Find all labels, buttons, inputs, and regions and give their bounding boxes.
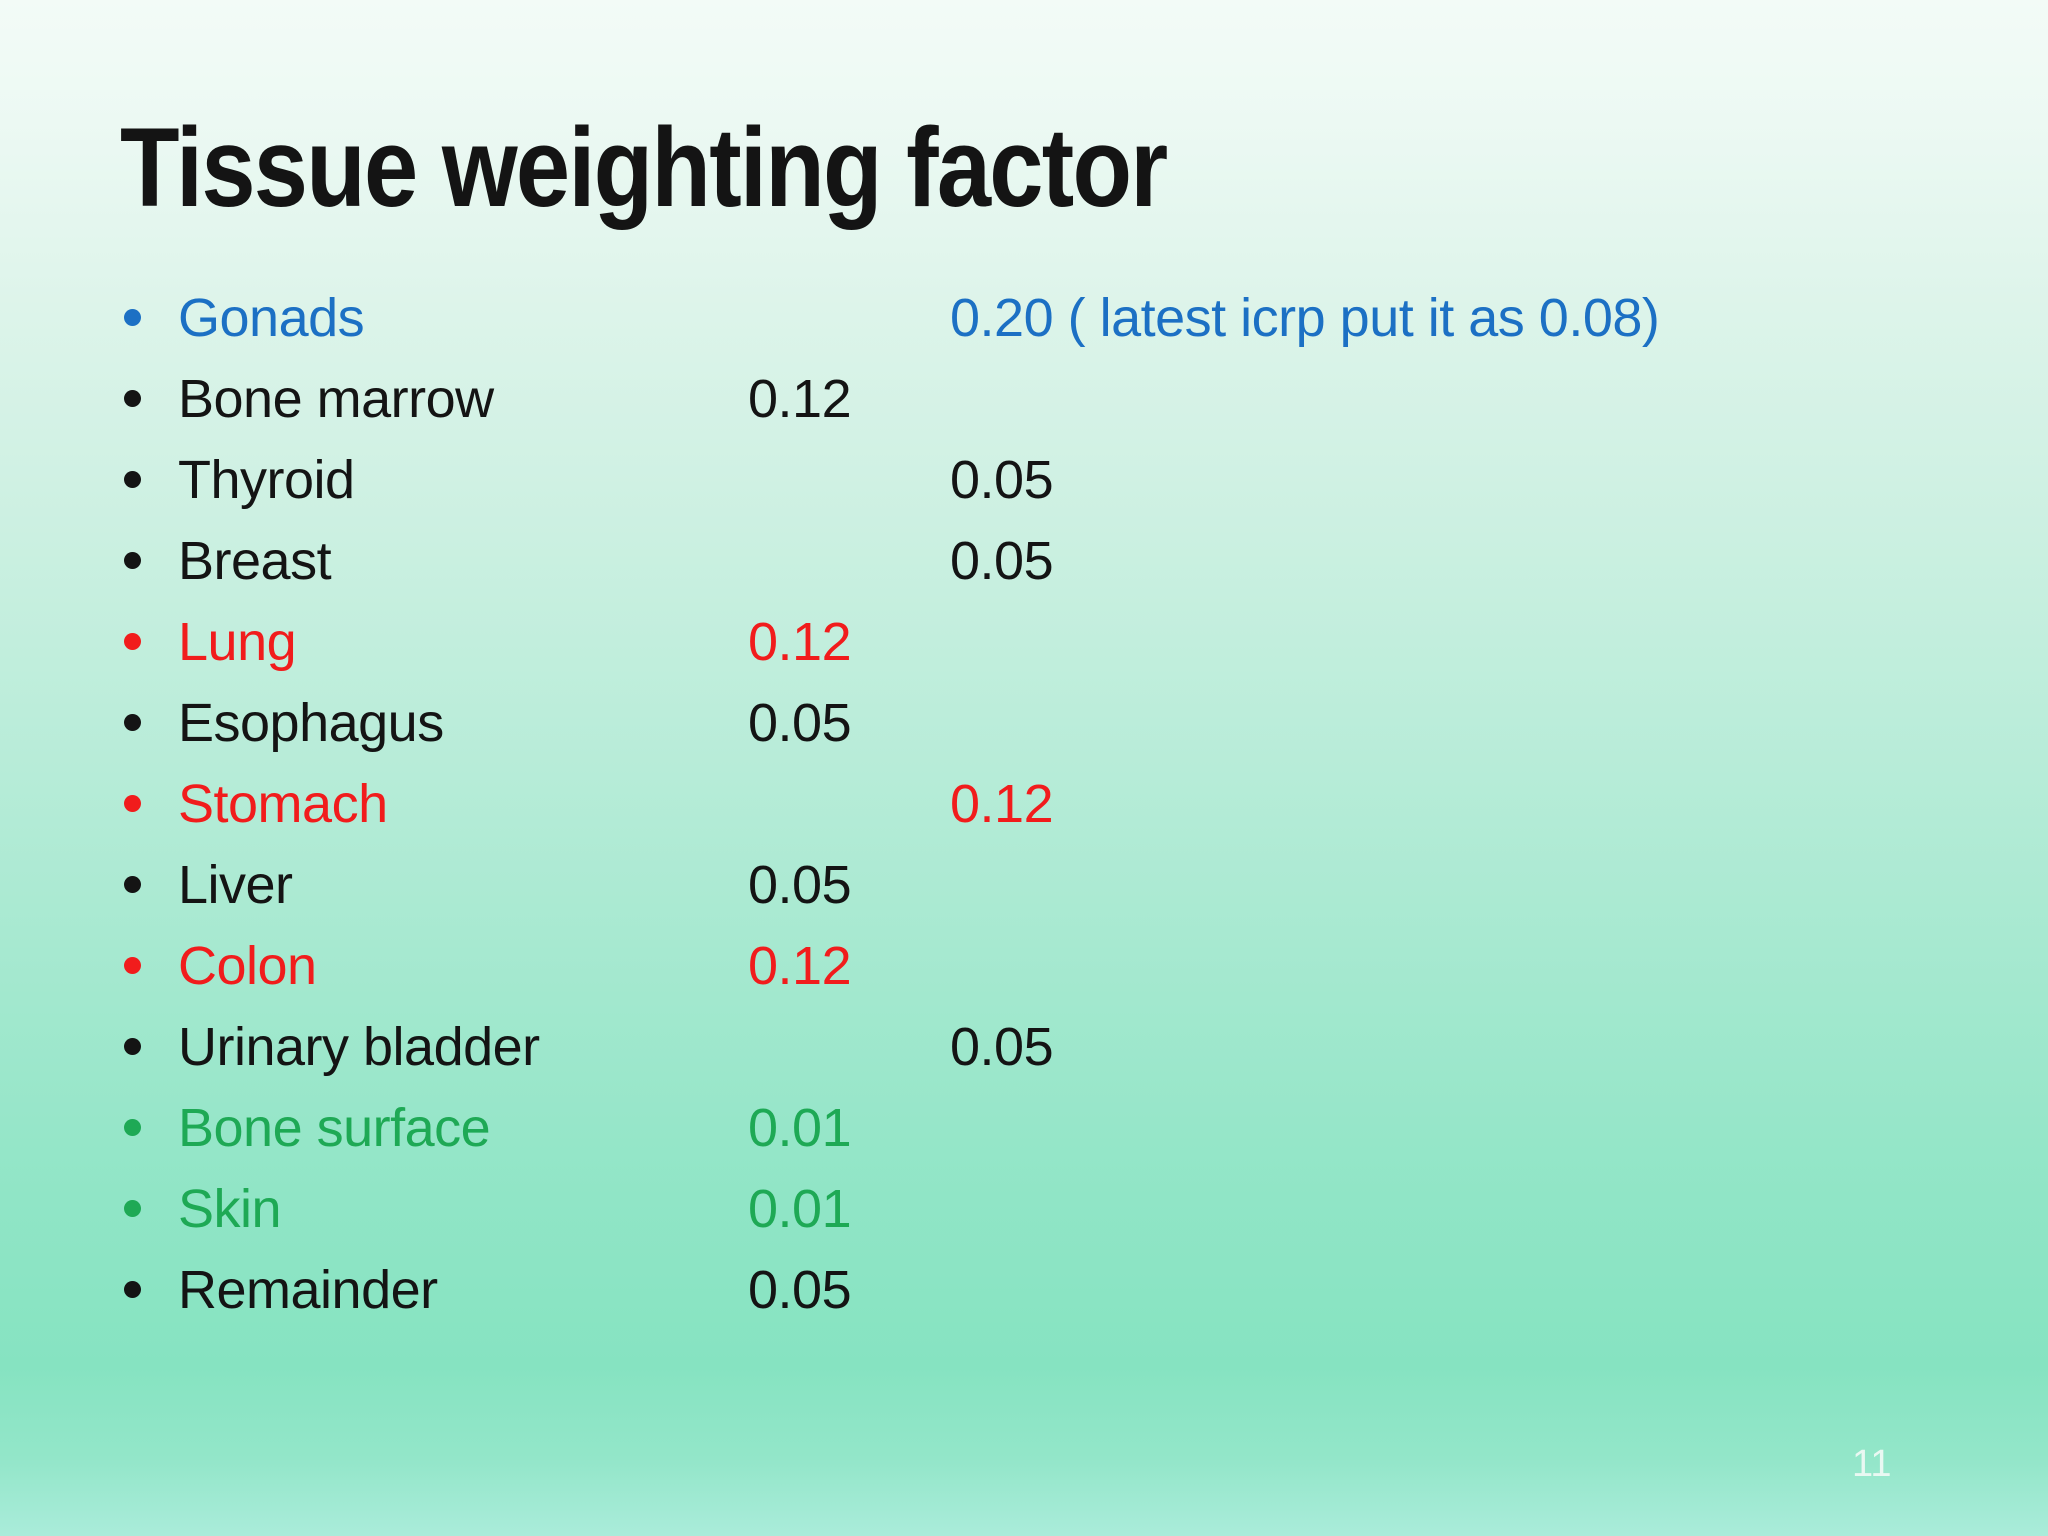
factor-value: 0.05	[950, 1017, 1054, 1077]
factor-value: 0.01	[748, 1179, 852, 1239]
tissue-label: Remainder	[178, 1260, 438, 1320]
list-item-skin: Skin 0.01	[0, 1169, 2048, 1250]
list-item-colon: Colon 0.12	[0, 926, 2048, 1007]
list-item-gonads: Gonads 0.20 ( latest icrp put it as 0.08…	[0, 278, 2048, 359]
tissue-factor-list: Gonads 0.20 ( latest icrp put it as 0.08…	[0, 278, 2048, 1331]
bullet-icon	[124, 390, 141, 407]
bullet-icon	[124, 1038, 141, 1055]
list-item-bone-surface: Bone surface 0.01	[0, 1088, 2048, 1169]
tissue-label: Breast	[178, 531, 332, 591]
list-item-thyroid: Thyroid 0.05	[0, 440, 2048, 521]
slide-title: Tissue weighting factor	[120, 105, 1168, 230]
tissue-label: Esophagus	[178, 693, 444, 753]
bullet-icon	[124, 795, 141, 812]
tissue-label: Bone surface	[178, 1098, 491, 1158]
factor-value: 0.05	[950, 450, 1054, 510]
tissue-label: Urinary bladder	[178, 1017, 540, 1077]
tissue-label: Lung	[178, 612, 297, 672]
factor-value: 0.05	[748, 1260, 852, 1320]
list-item-breast: Breast 0.05	[0, 521, 2048, 602]
factor-value: 0.12	[950, 774, 1054, 834]
bullet-icon	[124, 714, 141, 731]
bullet-icon	[124, 552, 141, 569]
list-item-stomach: Stomach 0.12	[0, 764, 2048, 845]
list-item-bone-marrow: Bone marrow 0.12	[0, 359, 2048, 440]
factor-value: 0.05	[748, 693, 852, 753]
bullet-icon	[124, 1200, 141, 1217]
bullet-icon	[124, 309, 141, 326]
bullet-icon	[124, 876, 141, 893]
factor-value: 0.05	[950, 531, 1054, 591]
tissue-label: Liver	[178, 855, 293, 915]
list-item-liver: Liver 0.05	[0, 845, 2048, 926]
tissue-label: Gonads	[178, 288, 365, 348]
bullet-icon	[124, 957, 141, 974]
list-item-lung: Lung 0.12	[0, 602, 2048, 683]
list-item-urinary-bladder: Urinary bladder 0.05	[0, 1007, 2048, 1088]
factor-value: 0.12	[748, 936, 852, 996]
bullet-icon	[124, 1119, 141, 1136]
tissue-label: Thyroid	[178, 450, 355, 510]
list-item-remainder: Remainder 0.05	[0, 1250, 2048, 1331]
list-item-esophagus: Esophagus 0.05	[0, 683, 2048, 764]
factor-value: 0.05	[748, 855, 852, 915]
factor-value: 0.01	[748, 1098, 852, 1158]
tissue-label: Skin	[178, 1179, 282, 1239]
tissue-label: Stomach	[178, 774, 388, 834]
bullet-icon	[124, 1281, 141, 1298]
page-number: 11	[1852, 1443, 1892, 1485]
bullet-icon	[124, 471, 141, 488]
factor-value: 0.12	[748, 612, 852, 672]
factor-value: 0.20 ( latest icrp put it as 0.08)	[950, 288, 1660, 348]
tissue-label: Colon	[178, 936, 317, 996]
bullet-icon	[124, 633, 141, 650]
factor-value: 0.12	[748, 369, 852, 429]
tissue-label: Bone marrow	[178, 369, 494, 429]
